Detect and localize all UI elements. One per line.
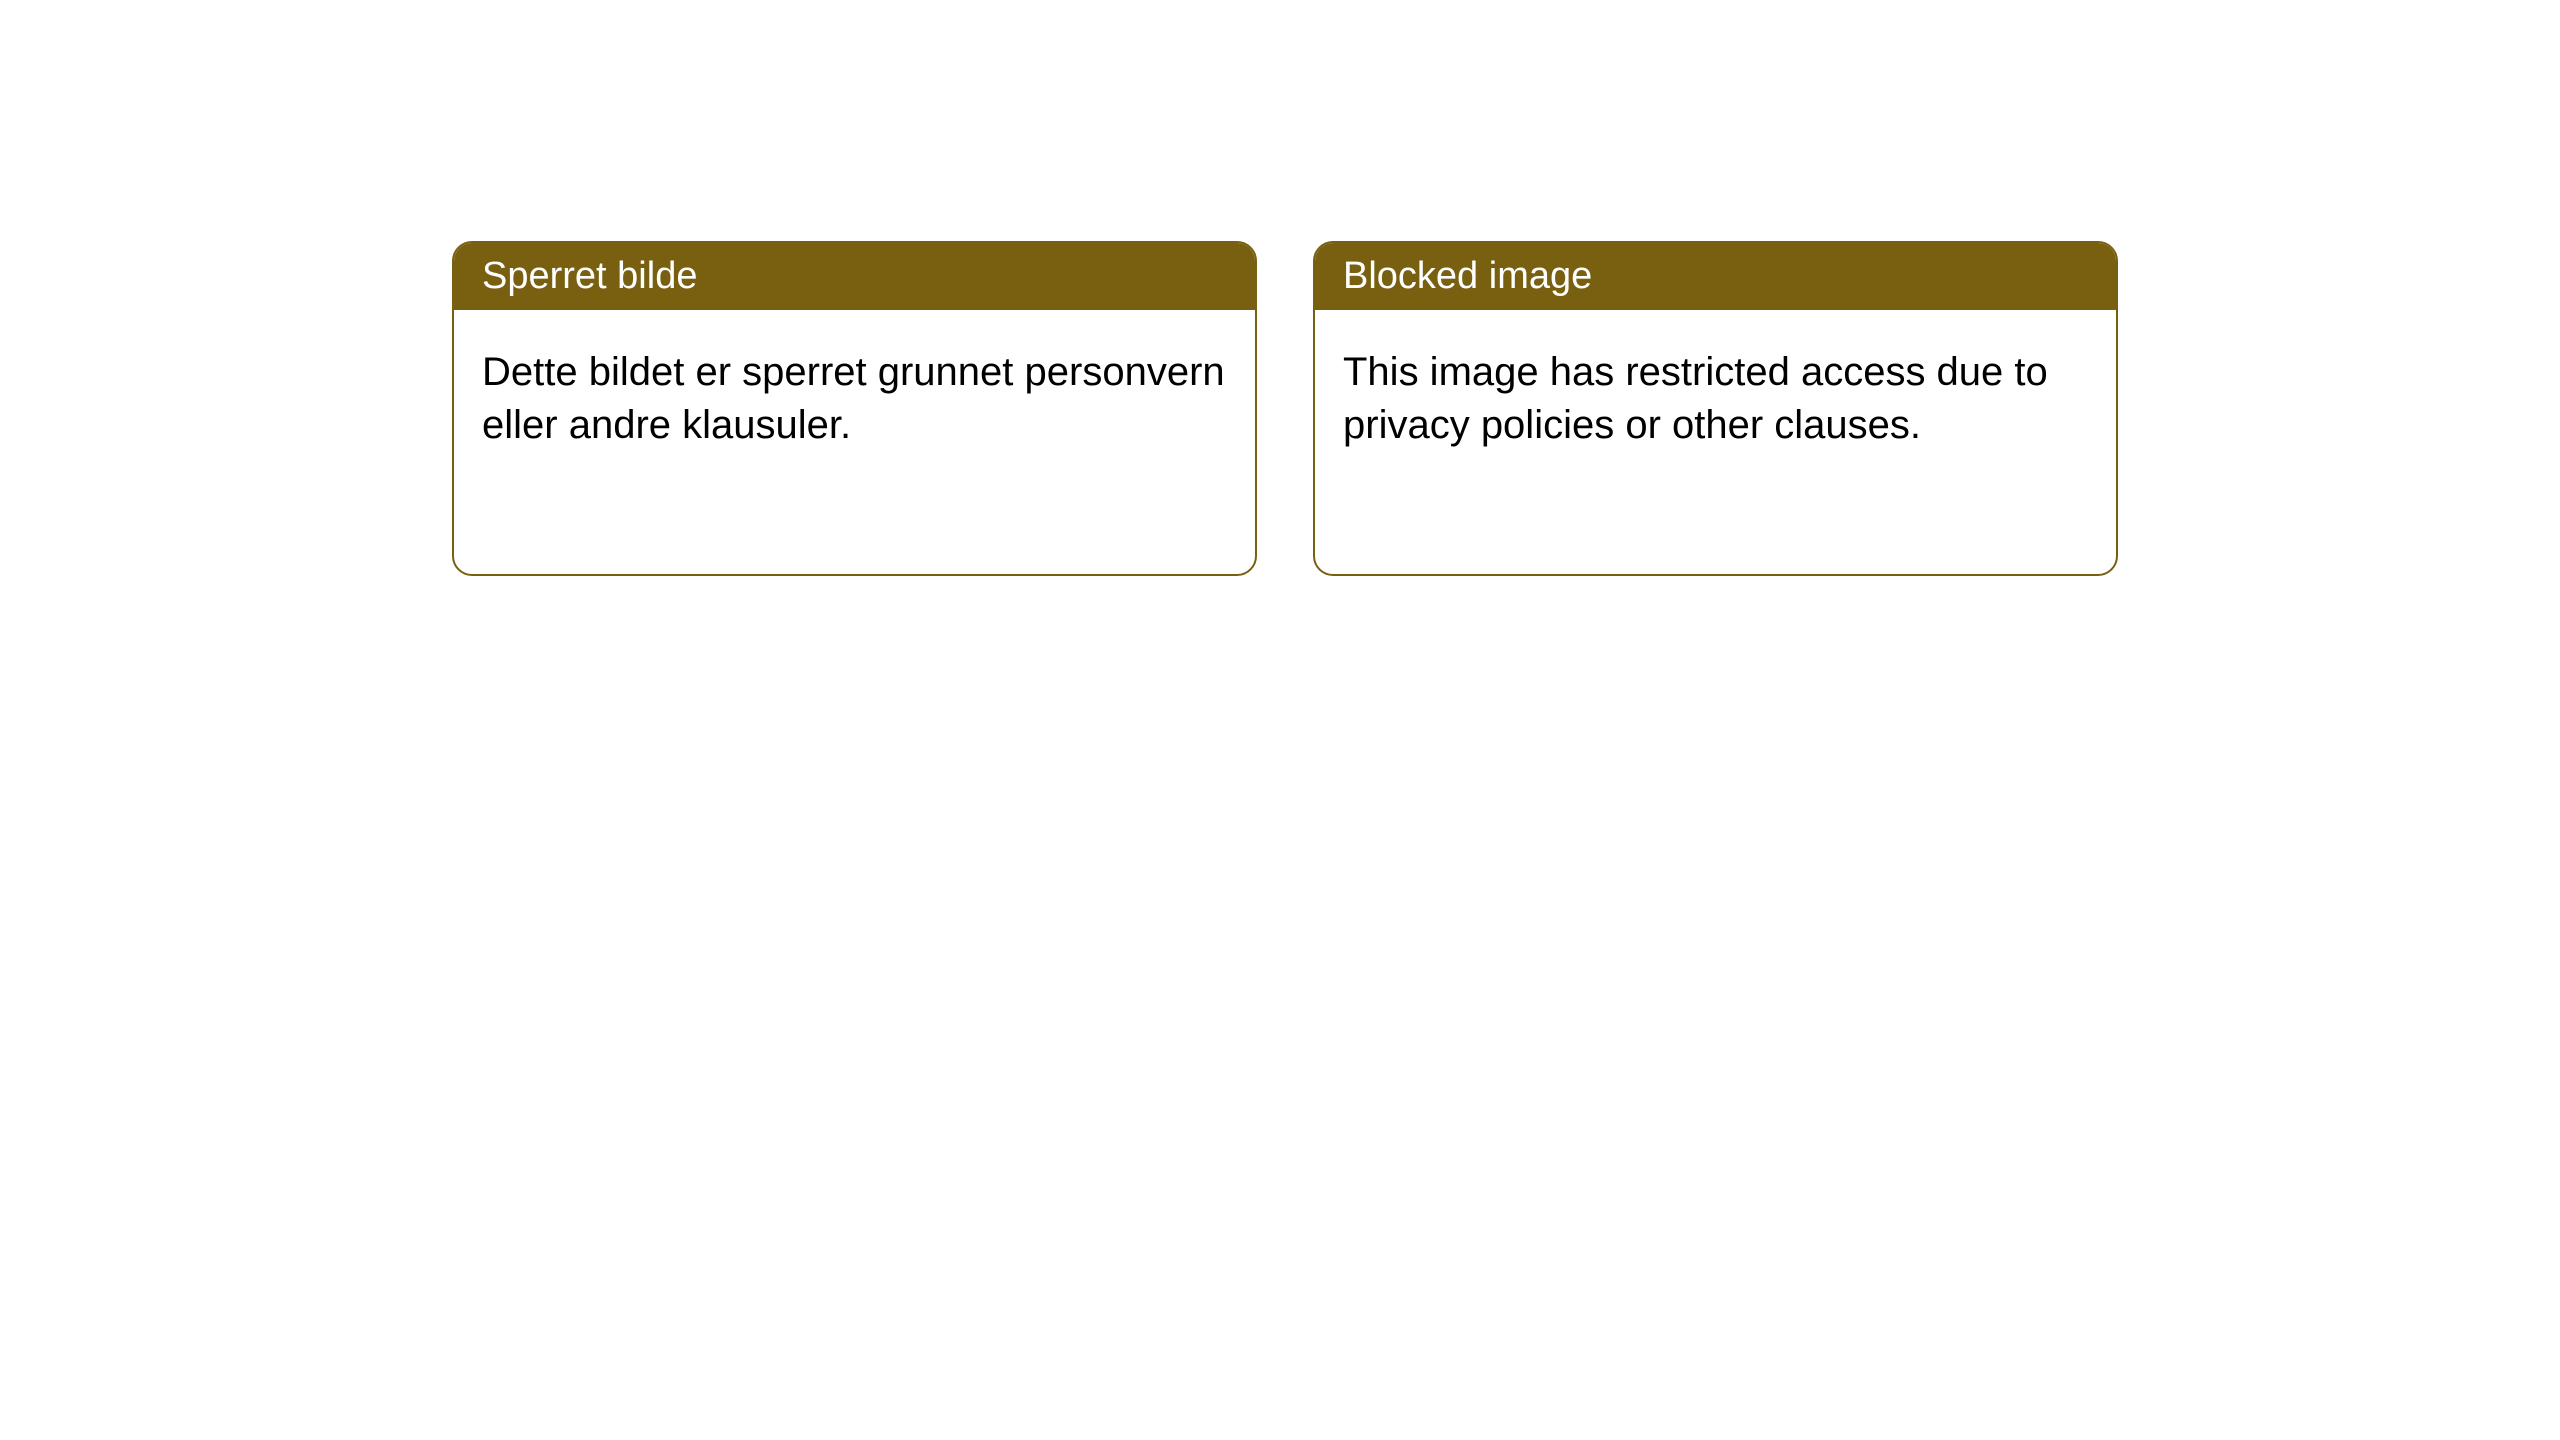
notice-card-english: Blocked image This image has restricted … [1313,241,2118,576]
notice-body-text: This image has restricted access due to … [1343,350,2048,447]
notice-card-norwegian: Sperret bilde Dette bildet er sperret gr… [452,241,1257,576]
notice-body-text: Dette bildet er sperret grunnet personve… [482,350,1225,447]
notice-header: Sperret bilde [454,243,1255,310]
notice-body: This image has restricted access due to … [1315,310,2116,488]
notice-header: Blocked image [1315,243,2116,310]
notice-title: Sperret bilde [482,255,697,297]
notice-container: Sperret bilde Dette bildet er sperret gr… [0,0,2560,576]
notice-title: Blocked image [1343,255,1592,297]
notice-body: Dette bildet er sperret grunnet personve… [454,310,1255,488]
